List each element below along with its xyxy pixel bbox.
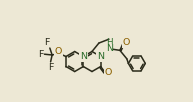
Text: N: N (106, 44, 113, 53)
Text: F: F (44, 38, 49, 47)
Text: N: N (80, 52, 87, 61)
Text: N: N (97, 52, 104, 61)
Text: F: F (48, 63, 53, 72)
Text: O: O (55, 47, 62, 56)
Text: O: O (122, 38, 130, 47)
Text: H: H (107, 38, 113, 47)
Text: F: F (38, 50, 44, 59)
Text: O: O (105, 68, 112, 77)
